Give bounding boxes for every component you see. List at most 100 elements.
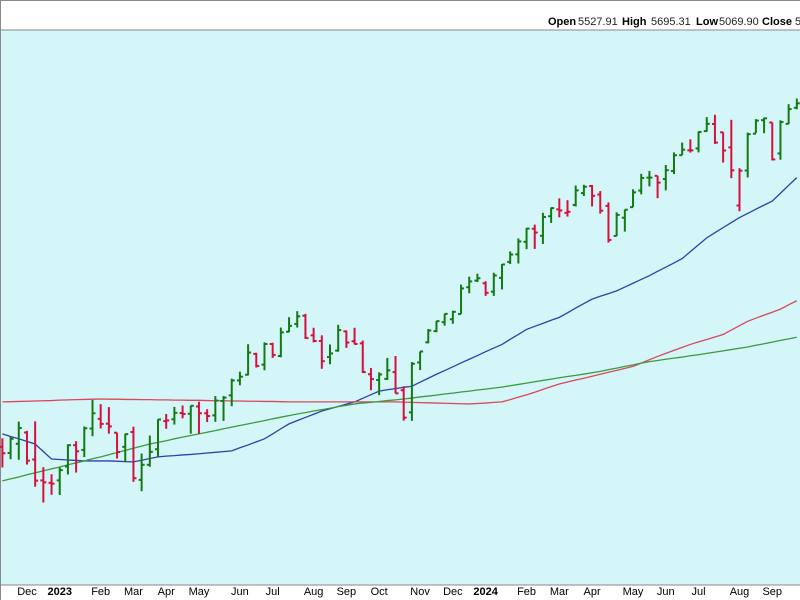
ohlc-bar xyxy=(236,371,243,386)
ohlc-bar xyxy=(130,426,137,482)
ohlc-bar xyxy=(769,121,776,161)
x-tick-label: Aug xyxy=(730,586,750,598)
ohlc-bar xyxy=(0,438,6,468)
ohlc-bar xyxy=(523,227,530,250)
ohlc-bar xyxy=(531,224,538,249)
x-tick-label: 2024 xyxy=(473,586,498,598)
x-tick-label: Aug xyxy=(304,586,324,598)
ohlc-bar xyxy=(146,435,153,467)
x-tick-label: 2023 xyxy=(47,586,71,598)
ohlc-bar xyxy=(48,474,55,495)
x-tick-label: Apr xyxy=(584,586,601,598)
ohlc-bar xyxy=(458,284,465,316)
x-tick-label: Mar xyxy=(550,586,569,598)
ohlc-bar xyxy=(425,329,432,344)
ohlc-bar xyxy=(564,200,571,217)
ohlc-bar xyxy=(367,367,374,391)
ohlc-bar xyxy=(703,117,710,133)
x-tick-label: Dec xyxy=(443,586,463,598)
ohlc-bar xyxy=(302,313,309,340)
ohlc-bar xyxy=(294,311,301,328)
ohlc-bar xyxy=(589,184,596,207)
ohlc-bar xyxy=(654,174,661,199)
moving-average-line xyxy=(2,177,798,463)
ohlc-bar xyxy=(646,171,653,187)
ohlc-bar xyxy=(15,421,22,460)
header-label: Open xyxy=(548,16,576,28)
ohlc-bar xyxy=(359,340,366,374)
ohlc-bar xyxy=(695,130,702,153)
ohlc-bar xyxy=(105,407,112,434)
ohlc-bar xyxy=(752,119,759,135)
ohlc-bar xyxy=(556,198,563,218)
header-label: Close xyxy=(762,16,792,28)
ohlc-bar xyxy=(7,436,14,460)
plot: Dec 2023 Feb Mar Apr May Jun Jul Aug Sep Oct Nov Dec… xyxy=(0,98,800,598)
ohlc-bar xyxy=(548,207,555,223)
header-label: High xyxy=(622,16,647,28)
header-value: 5 xyxy=(795,16,800,28)
ohlc-bar xyxy=(155,418,162,457)
x-tick-label: May xyxy=(189,586,210,598)
ohlc-bar xyxy=(662,165,669,191)
ohlc-bar xyxy=(621,208,628,232)
header-value: 5695.31 xyxy=(651,16,691,28)
ohlc-bar xyxy=(23,430,30,465)
ohlc-bar xyxy=(253,352,260,368)
ohlc-bar xyxy=(228,378,235,407)
ohlc-bar xyxy=(351,327,358,346)
ohlc-bar xyxy=(408,362,415,421)
ohlc-bar xyxy=(515,238,522,264)
ohlc-bar xyxy=(417,350,424,371)
ohlc-bar xyxy=(261,342,268,371)
header-value: 5527.91 xyxy=(578,16,618,28)
ohlc-bar xyxy=(728,119,735,179)
ohlc-bar xyxy=(114,431,121,459)
x-tick-label: Dec xyxy=(17,586,37,598)
ohlc-bar xyxy=(605,202,612,243)
ohlc-bar xyxy=(638,173,645,195)
header-value: 5069.90 xyxy=(719,16,759,28)
x-tick-label: Oct xyxy=(371,586,388,598)
ohlc-bar xyxy=(212,396,219,422)
ohlc-bar xyxy=(711,114,718,144)
ohlc-bar xyxy=(613,212,620,237)
x-tick-label: May xyxy=(623,586,644,598)
x-tick-label: Sep xyxy=(337,586,357,598)
x-tick-label: Jul xyxy=(692,586,706,598)
ohlc-bar xyxy=(97,404,104,429)
ohlc-bar xyxy=(474,273,481,283)
ohlc-bar xyxy=(327,344,333,365)
ohlc-bar xyxy=(580,184,587,196)
ohlc-bar xyxy=(785,104,792,125)
ohlc-bar xyxy=(204,409,211,423)
ohlc-bar xyxy=(343,330,350,348)
ohlc-bar xyxy=(720,131,727,163)
ohlc-bar xyxy=(89,399,96,437)
ohlc-bar xyxy=(466,276,473,294)
ohlc-bar xyxy=(81,426,88,458)
ohlc-bar xyxy=(286,317,293,333)
ohlc-bar xyxy=(179,405,186,419)
x-tick-label: Jun xyxy=(231,586,249,598)
ohlc-bar xyxy=(761,117,768,134)
ohlc-bar xyxy=(138,453,145,492)
ohlc-bar xyxy=(687,139,694,153)
ohlc-bar xyxy=(400,386,407,421)
ohlc-bar xyxy=(572,185,579,207)
ohlc-bar xyxy=(32,421,39,487)
ohlc-bar xyxy=(318,335,325,369)
ohlc-bar xyxy=(40,467,47,503)
ohlc-bar xyxy=(269,342,276,358)
ohlc-bar xyxy=(630,189,637,209)
ohlc-bar xyxy=(277,327,284,358)
ohlc-bar xyxy=(245,344,252,376)
ohlc-bar xyxy=(670,152,677,175)
ohlc-bar xyxy=(171,406,178,425)
ohlc-bar xyxy=(392,355,399,395)
ohlc-header: Open 5527.91 High 5695.31 Low 5069.90 Cl… xyxy=(548,16,800,28)
moving-average-line xyxy=(2,300,798,405)
ohlc-bar xyxy=(539,212,546,244)
